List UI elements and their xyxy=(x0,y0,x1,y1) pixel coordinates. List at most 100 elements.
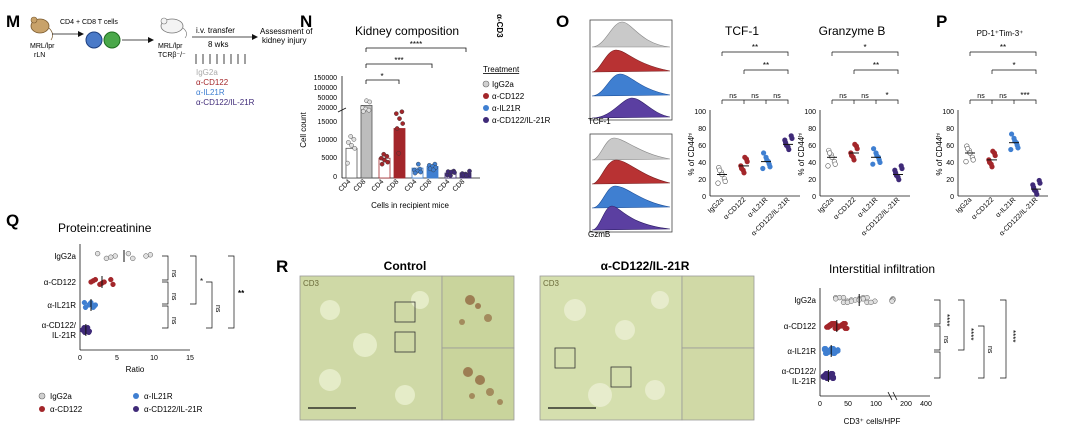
cd8-cell-icon xyxy=(103,31,121,49)
o2-xtick: IgG2a xyxy=(817,196,836,215)
panel-p-title: PD-1⁺Tim-3⁺ xyxy=(977,29,1024,38)
p-sig-label: *** xyxy=(1020,91,1029,100)
q-legend-dot-igg2a xyxy=(38,392,46,400)
r-sig-label: ns xyxy=(942,336,949,344)
o1-ytick: 80 xyxy=(698,126,706,133)
cells-label: CD4 + CD8 T cells xyxy=(60,19,118,26)
n-legend-item: α-IL21R xyxy=(492,104,521,113)
o2-sig-label: * xyxy=(863,43,866,52)
p-dots-point xyxy=(1015,145,1021,151)
q-dots-point xyxy=(112,253,118,259)
p-dots-point xyxy=(986,159,993,166)
n-legend-item: α-CD122 xyxy=(492,92,525,101)
assessment-line1: Assessment of xyxy=(260,27,313,36)
n-point xyxy=(412,170,418,176)
o1-ytick: 60 xyxy=(698,143,706,150)
panel-m: M MRL/lpr rLN CD4 + CD8 T cells MRL/lpr … xyxy=(6,12,313,107)
n-point xyxy=(379,161,385,167)
o1-sig-label: ns xyxy=(729,93,737,100)
r-dots-point xyxy=(868,299,874,306)
control-micrograph xyxy=(299,275,443,421)
q-dots-point xyxy=(97,281,103,288)
o1-ytick: 40 xyxy=(698,160,706,167)
r-xtick: 200 xyxy=(900,401,912,408)
o2-dots-point xyxy=(870,146,877,152)
r-dots-point xyxy=(840,294,847,301)
o2-dots-point xyxy=(825,163,831,169)
o2-dots-point xyxy=(832,161,838,167)
n-xtick: CD4 xyxy=(404,178,419,193)
n-yticks: 150000 100000 50000 20000 15000 10000 50… xyxy=(314,75,337,181)
q-xlabel: Ratio xyxy=(126,365,145,374)
transfer-line1: i.v. transfer xyxy=(196,26,235,35)
q-xtick: 0 xyxy=(78,355,82,362)
q-legend-item: α-CD122/IL-21R xyxy=(144,405,203,414)
q-dots-point xyxy=(81,299,88,306)
q-dots-point xyxy=(130,255,136,262)
n-ytick: 0 xyxy=(333,174,337,181)
n-point xyxy=(367,99,373,105)
panel-q-letter: Q xyxy=(6,211,19,230)
p-xtick: α-CD122/IL-21R xyxy=(998,196,1039,237)
n-point xyxy=(430,167,436,173)
o1-dots-point xyxy=(742,154,748,160)
p-ytick: 100 xyxy=(942,109,954,116)
o2-ytick: 100 xyxy=(804,109,816,116)
n-point xyxy=(345,160,350,166)
p-sig-label: ns xyxy=(977,93,985,100)
q-dots-point xyxy=(103,255,110,262)
hist-label-tcf1: TCF-1 xyxy=(588,117,611,126)
o2-dots-point xyxy=(826,150,833,156)
o2-dots-point xyxy=(851,157,857,163)
o1-ytick: 100 xyxy=(694,109,706,116)
n-ytick: 15000 xyxy=(318,119,338,126)
o1-dots-point xyxy=(744,159,750,165)
r-sig-label: **** xyxy=(1008,330,1017,342)
o2-dots-point xyxy=(870,161,876,167)
control-zoom-bottom xyxy=(441,347,515,421)
n-point xyxy=(393,111,399,116)
n-point xyxy=(400,121,406,126)
n-legend-item: IgG2a xyxy=(492,80,514,89)
p-dots-point xyxy=(992,152,998,159)
control-zoom-top xyxy=(441,275,515,349)
q-group-label-line2: IL-21R xyxy=(52,331,76,340)
n-xtick: CD8 xyxy=(419,178,434,193)
p-sig-label: * xyxy=(1012,61,1015,70)
q-group-label: α-CD122 xyxy=(44,278,77,287)
p-dots-point xyxy=(1008,146,1014,153)
q-dots-point xyxy=(108,276,114,283)
histogram-tcf1 xyxy=(589,19,673,121)
treated-zoom-bottom xyxy=(681,347,755,421)
p-dots-point xyxy=(989,164,995,170)
n-point xyxy=(385,159,391,165)
o1-dots-point xyxy=(760,165,766,172)
r-dots-point xyxy=(829,370,836,377)
p-sig-label: ns xyxy=(999,93,1007,100)
n-legend-title: Treatment xyxy=(483,65,520,74)
n-point xyxy=(351,137,357,142)
panel-m-letter: M xyxy=(6,12,20,31)
panel-o-letter: O xyxy=(556,12,569,31)
q-sig-label: ns xyxy=(214,305,221,313)
n-point xyxy=(397,116,402,121)
r-group-label: α-IL21R xyxy=(787,347,816,356)
q-sig xyxy=(162,255,235,329)
p-sig xyxy=(969,51,1037,104)
treatment-igg2a: IgG2a xyxy=(196,68,218,77)
legend-dot-combo xyxy=(483,117,489,123)
r-sig-label: **** xyxy=(966,328,975,340)
o2-ytick: 0 xyxy=(812,194,816,201)
treatment-il21r: α-IL21R xyxy=(196,88,225,97)
q-dots-point xyxy=(90,304,96,311)
p-dots xyxy=(963,131,1043,197)
n-sig-label: *** xyxy=(394,56,403,65)
treatment-combo: α-CD122/IL-21R xyxy=(196,98,255,107)
q-legend-dot-cd122 xyxy=(39,406,45,412)
q-dots-point xyxy=(88,279,94,285)
o2-dots-point xyxy=(893,172,900,178)
r-group-label-line2: IL-21R xyxy=(792,377,816,386)
o2-yticks: 100 80 60 40 20 0 xyxy=(804,109,816,201)
r-control-title: Control xyxy=(384,259,427,273)
